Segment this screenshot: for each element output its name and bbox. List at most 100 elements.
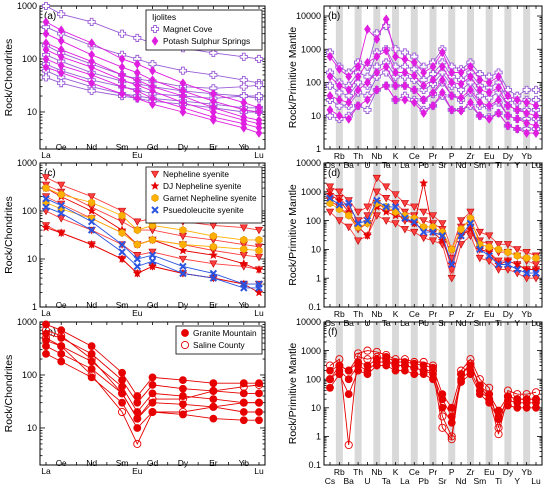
panel-label: (f) [328, 327, 337, 338]
data-point [41, 23, 51, 32]
data-point [419, 178, 429, 187]
data-point [325, 208, 335, 217]
data-point [448, 260, 456, 269]
data-point [57, 215, 66, 223]
x-tick-label: Rb [334, 467, 345, 477]
data-point [382, 81, 390, 91]
x-tick-label: P [449, 151, 455, 161]
band-nb [373, 322, 381, 465]
x-tick-label: Cs [325, 476, 335, 486]
series-potash-sulphur-springs [42, 17, 263, 138]
data-point [457, 378, 465, 386]
series-granite-mountain [42, 320, 263, 432]
x-tick-label: Ce [56, 458, 67, 468]
x-tick-label: K [393, 309, 399, 319]
data-point [209, 242, 217, 251]
data-point [118, 228, 126, 237]
data-point [410, 218, 418, 226]
data-point [335, 370, 344, 379]
data-point [149, 66, 156, 76]
data-point [420, 81, 428, 91]
data-point [335, 188, 344, 197]
y-axis-label: Rock/Chondrites [3, 355, 15, 433]
x-tick-label: Th [353, 467, 363, 477]
data-point [209, 70, 218, 79]
data-point [428, 212, 438, 220]
data-point [522, 395, 531, 404]
data-point [255, 284, 263, 292]
data-point [363, 370, 372, 379]
data-point [148, 251, 157, 259]
data-point [57, 209, 65, 217]
data-point [344, 375, 353, 384]
data-point [420, 108, 428, 118]
data-point [504, 101, 512, 111]
x-tick-label: Ce [409, 309, 420, 319]
data-point [401, 214, 409, 223]
panel-label: (b) [328, 11, 340, 22]
y-tick-label: 1000 [301, 346, 321, 356]
data-point [410, 357, 419, 367]
y-tick-label: 1000 [17, 317, 37, 327]
data-point [400, 200, 410, 208]
data-point [391, 361, 400, 370]
series-line [45, 187, 259, 241]
band-th [354, 163, 362, 307]
data-point [372, 174, 381, 183]
data-point [209, 260, 218, 268]
data-point [57, 201, 65, 210]
y-tick-label: 1 [316, 144, 321, 154]
series-psuedoleucite-syenite [326, 194, 540, 277]
data-point [503, 392, 512, 401]
data-point [354, 352, 363, 361]
x-tick-label: Er [209, 142, 218, 152]
data-point [476, 75, 484, 85]
y-tick-label: 100 [306, 374, 321, 384]
data-point [41, 1, 51, 11]
data-point [180, 340, 190, 350]
data-point [372, 347, 381, 356]
data-point [513, 246, 522, 254]
data-point [410, 71, 418, 81]
panel-label: (a) [44, 11, 56, 22]
data-point [531, 85, 541, 94]
data-point [391, 45, 400, 54]
series-line [45, 70, 259, 109]
data-point [522, 85, 531, 94]
data-point [438, 220, 447, 228]
data-point [335, 101, 344, 110]
series-line [45, 227, 260, 293]
data-point [254, 380, 264, 389]
data-point [466, 78, 475, 87]
data-point [419, 234, 428, 243]
data-point [429, 228, 437, 236]
data-point [485, 101, 493, 111]
data-point [133, 33, 142, 42]
data-point [354, 366, 362, 375]
data-point [254, 54, 264, 64]
series-saline-county [41, 326, 264, 448]
data-point [512, 259, 522, 269]
data-point [255, 246, 263, 255]
data-point [254, 81, 264, 90]
data-point [457, 106, 465, 116]
data-point [133, 218, 142, 226]
data-point [178, 395, 187, 404]
data-point [87, 217, 96, 226]
data-point [476, 111, 484, 121]
data-point [255, 379, 263, 388]
y-tick-label: 10 [311, 403, 321, 413]
y-tick-label: 100 [22, 206, 37, 216]
x-tick-label: Pr [429, 309, 438, 319]
data-point [254, 287, 264, 297]
legend-box [175, 325, 263, 355]
data-point [475, 390, 484, 399]
data-point [382, 217, 391, 225]
series-line [45, 329, 260, 420]
x-tick-label: Nd [456, 476, 467, 486]
data-point [428, 361, 438, 370]
series-line [45, 21, 260, 109]
legend-entry: Garnet Nepheline syenite [163, 193, 257, 203]
x-tick-label: Sm [116, 458, 129, 468]
data-point [335, 217, 344, 225]
